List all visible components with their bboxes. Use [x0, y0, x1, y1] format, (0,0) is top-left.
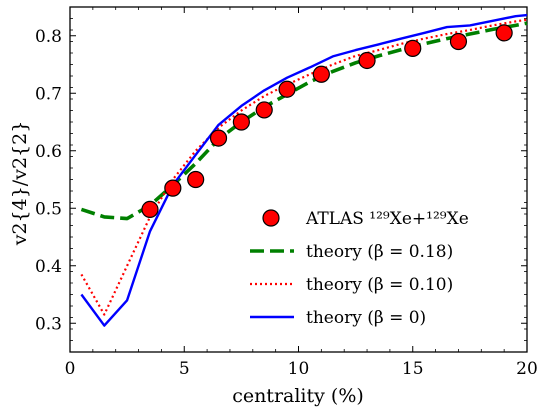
data-point — [358, 51, 376, 70]
axes-frame — [69, 6, 528, 353]
y-tick-label: 0.6 — [35, 142, 62, 162]
legend-label: theory (β = 0.18) — [306, 242, 453, 262]
data-point — [187, 170, 205, 189]
y-tick-label: 0.7 — [35, 84, 62, 104]
legend-marker — [262, 209, 280, 227]
x-tick-label: 0 — [65, 359, 76, 379]
plot-area: 0 5 10 15 20 0.3 0.4 0.5 0.6 0.7 0.8 — [35, 6, 538, 379]
y-axis-label: v2{4}/v2{2} — [9, 121, 31, 247]
series-line — [80, 18, 528, 316]
x-tick-label: 5 — [179, 359, 190, 379]
data-point — [278, 80, 296, 98]
y-tick-label: 0.8 — [35, 27, 62, 47]
data-point — [495, 24, 513, 42]
data-point — [449, 32, 468, 51]
legend-label: theory (β = 0.10) — [306, 275, 453, 295]
y-tick-label: 0.3 — [35, 314, 62, 334]
legend: ATLAS ¹²⁹Xe+¹²⁹Xe theory (β = 0.18) theory… — [250, 209, 469, 328]
y-tick-label: 0.5 — [35, 199, 62, 219]
series-line — [80, 21, 528, 221]
data-point — [404, 39, 422, 58]
data-point — [232, 113, 250, 131]
x-tick-label: 15 — [402, 359, 424, 379]
data-point — [164, 179, 182, 197]
legend-label: theory (β = 0) — [306, 308, 426, 328]
legend-label: ATLAS ¹²⁹Xe+¹²⁹Xe — [305, 209, 469, 229]
x-tick-label: 20 — [516, 359, 538, 379]
y-tick-label: 0.4 — [35, 257, 62, 277]
y-axis-label-text: v2{4}/v2{2} — [9, 121, 31, 247]
x-tick-label: 10 — [288, 359, 310, 379]
x-axis-label: centrality (%) — [232, 385, 364, 407]
data-point — [312, 65, 330, 83]
series-line — [80, 13, 528, 327]
data-point — [141, 200, 159, 218]
data-point — [209, 129, 228, 147]
data-point — [255, 101, 273, 119]
